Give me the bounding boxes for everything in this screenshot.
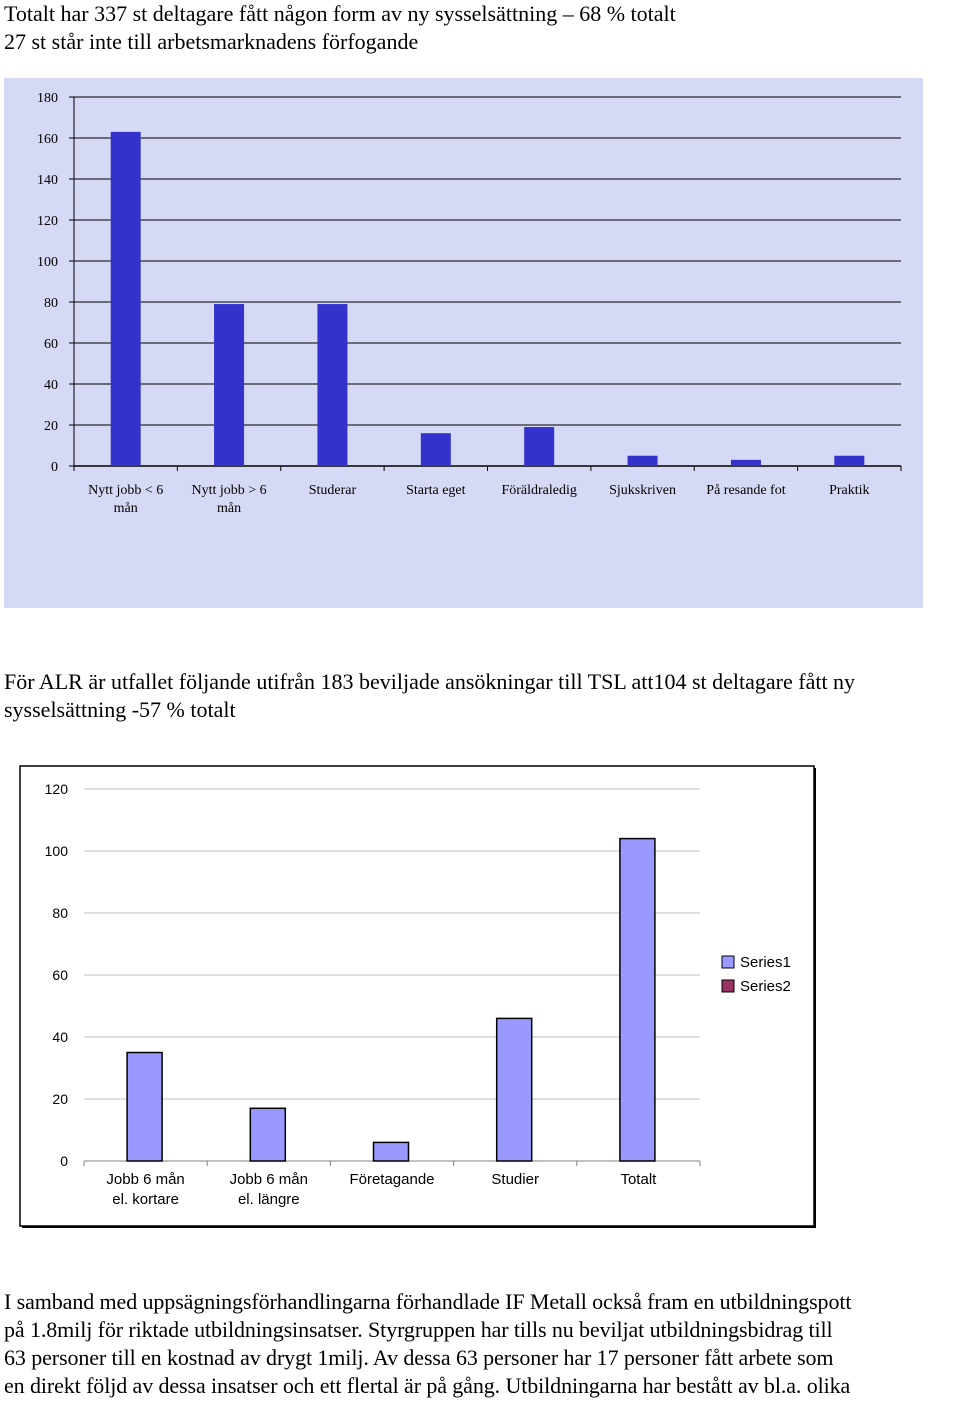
tsl-outcome-bar-chart: 0 20 40 60 80 100 120 Jobb 6 mån el. kortare Jobb… <box>19 765 816 1228</box>
legend-swatch <box>721 955 735 969</box>
y-tick-label: 60 <box>44 337 58 352</box>
y-tick-label: 80 <box>44 296 58 311</box>
bar <box>420 433 451 466</box>
x-tick-label: Företagande <box>349 1171 434 1188</box>
bar <box>730 459 761 466</box>
y-tick-label: 0 <box>51 460 58 475</box>
bar <box>214 304 245 466</box>
y-tick-label: 40 <box>44 378 58 393</box>
y-tick-label: 120 <box>45 781 69 797</box>
x-tick-label: Praktik <box>829 483 869 498</box>
y-tick-label: 20 <box>44 419 58 434</box>
bar <box>627 455 658 466</box>
intro-text: Totalt har 337 st deltagare fått någon f… <box>4 0 960 56</box>
intro-line-1: Totalt har 337 st deltagare fått någon f… <box>4 1 676 26</box>
legend-label: Series1 <box>740 954 791 971</box>
y-tick-label: 20 <box>52 1091 68 1107</box>
x-tick-label: Sjukskriven <box>609 483 676 498</box>
x-tick-label: Starta eget <box>406 483 466 498</box>
bar <box>834 455 865 466</box>
y-tick-label: 160 <box>37 132 58 147</box>
bar <box>495 1017 533 1162</box>
y-tick-label: 140 <box>37 173 58 188</box>
y-tick-label: 60 <box>52 967 68 983</box>
y-tick-label: 100 <box>37 255 58 270</box>
x-tick-label: Jobb 6 mån el. kortare <box>106 1171 184 1208</box>
y-tick-label: 180 <box>37 91 58 106</box>
x-tick-label: Totalt <box>620 1171 657 1188</box>
y-tick-label: 80 <box>52 905 68 921</box>
x-tick-label: På resande fot <box>706 483 785 498</box>
bar <box>524 427 555 466</box>
y-tick-label: 120 <box>37 214 58 229</box>
intro-line-2: 27 st står inte till arbetsmarknadens fö… <box>4 29 419 54</box>
y-tick-label: 100 <box>45 843 69 859</box>
bar <box>126 1051 163 1162</box>
x-tick-label: Nytt jobb > 6 mån <box>191 483 266 516</box>
x-tick-label: Nytt jobb < 6 mån <box>88 483 163 516</box>
legend-label: Series2 <box>740 978 791 995</box>
legend-swatch <box>721 979 735 993</box>
activity-bar-chart: 0 20 40 60 80 100 120 140 160 180 Nytt jobb < 6 mån… <box>4 78 923 608</box>
outro-text: I samband med uppsägningsförhandlingarna… <box>4 1289 852 1398</box>
x-tick-label: Föräldraledig <box>501 483 576 498</box>
x-tick-label: Studier <box>491 1171 539 1188</box>
middle-text: För ALR är utfallet följande utifrån 183… <box>4 669 856 722</box>
y-tick-label: 0 <box>60 1153 68 1169</box>
bar <box>249 1107 287 1162</box>
x-tick-label: Jobb 6 mån el. längre <box>230 1171 308 1208</box>
bar <box>619 837 656 1162</box>
bar <box>317 304 348 466</box>
y-tick-label: 40 <box>52 1029 68 1045</box>
x-tick-label: Studerar <box>309 483 357 498</box>
bar <box>110 131 141 466</box>
bar <box>372 1141 410 1162</box>
